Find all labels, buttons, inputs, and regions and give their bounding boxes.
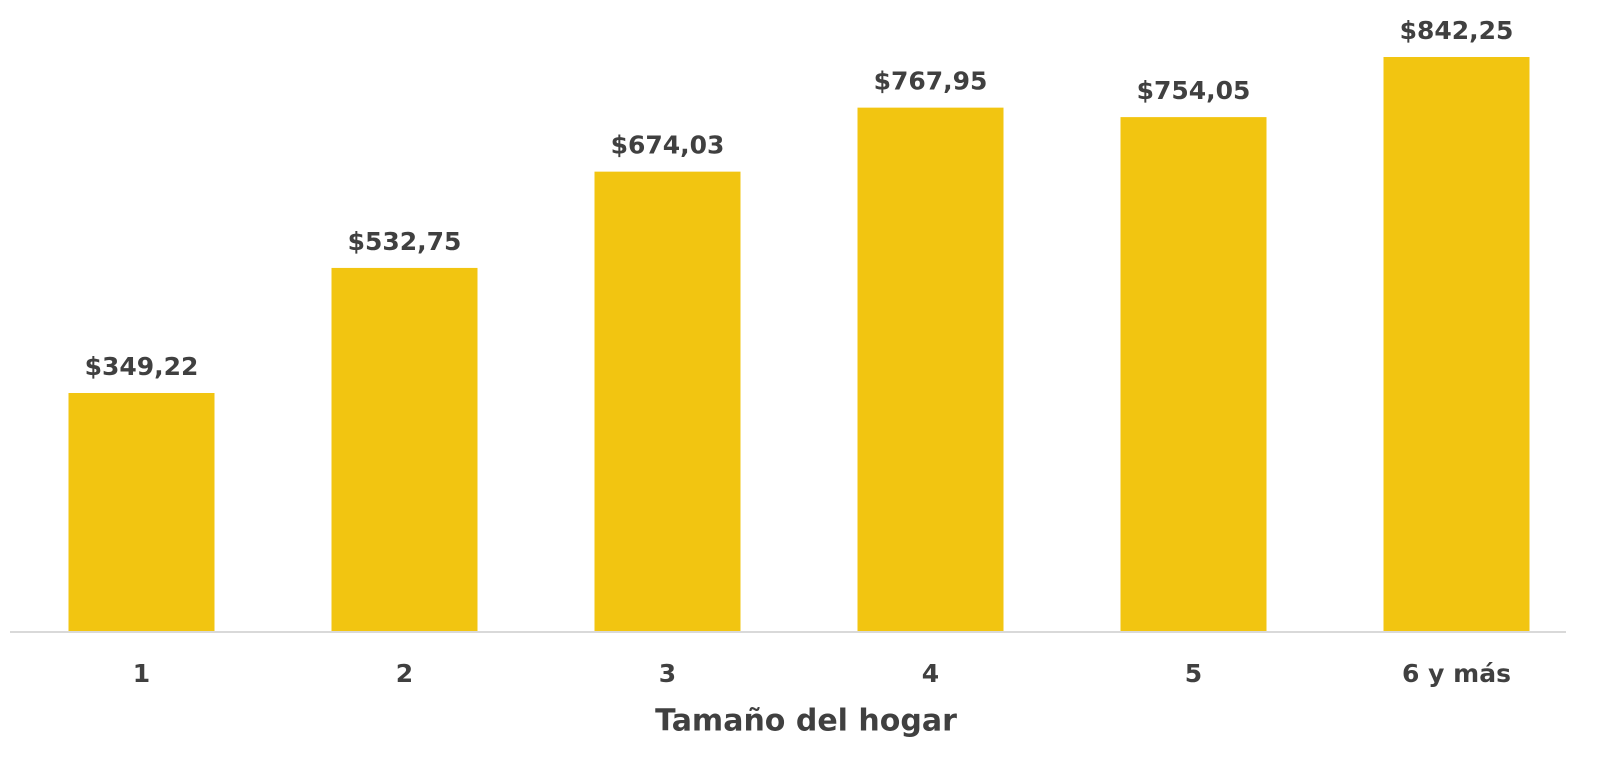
value-label: $674,03 [611,131,725,160]
value-label: $767,95 [874,67,988,96]
x-tick-label: 4 [922,659,939,688]
value-label: $842,25 [1400,16,1514,45]
x-tick-label: 5 [1185,659,1202,688]
x-tick-label: 1 [133,659,150,688]
bar [857,107,1004,631]
value-label: $754,05 [1137,76,1251,105]
bar [68,393,215,631]
x-tick-label: 6 y más [1402,659,1511,688]
value-label: $349,22 [85,352,199,381]
x-tick-label: 2 [396,659,413,688]
bar [1120,117,1267,631]
bar [1383,57,1530,631]
value-label: $532,75 [348,227,462,256]
x-tick-label: 3 [659,659,676,688]
bar [594,171,741,631]
bar [331,267,478,631]
x-axis-title: Tamaño del hogar [655,704,957,739]
